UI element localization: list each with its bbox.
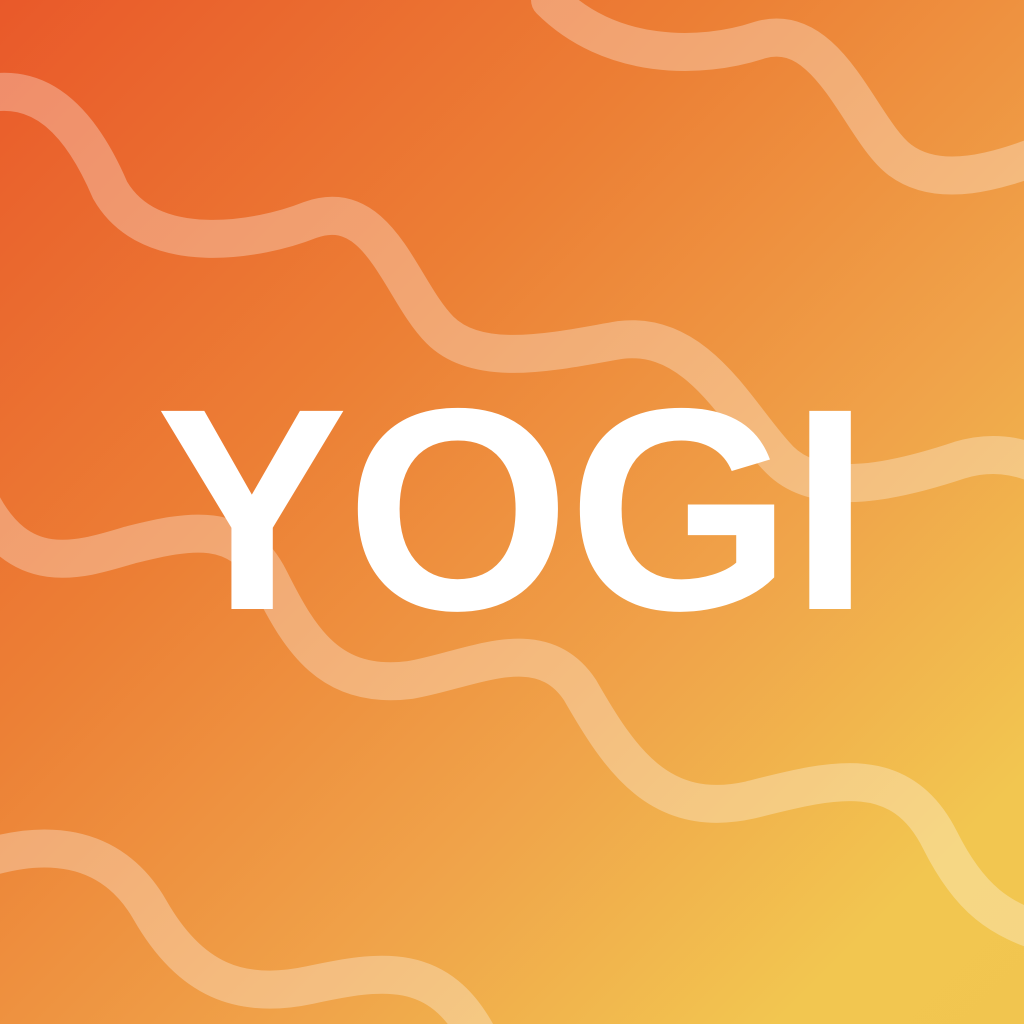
wave-line-3 xyxy=(0,496,1024,947)
app-title: YOGI xyxy=(155,349,870,671)
wave-line-1 xyxy=(531,0,1024,195)
wave-line-2 xyxy=(0,72,1024,503)
wave-line-4 xyxy=(0,829,493,1024)
